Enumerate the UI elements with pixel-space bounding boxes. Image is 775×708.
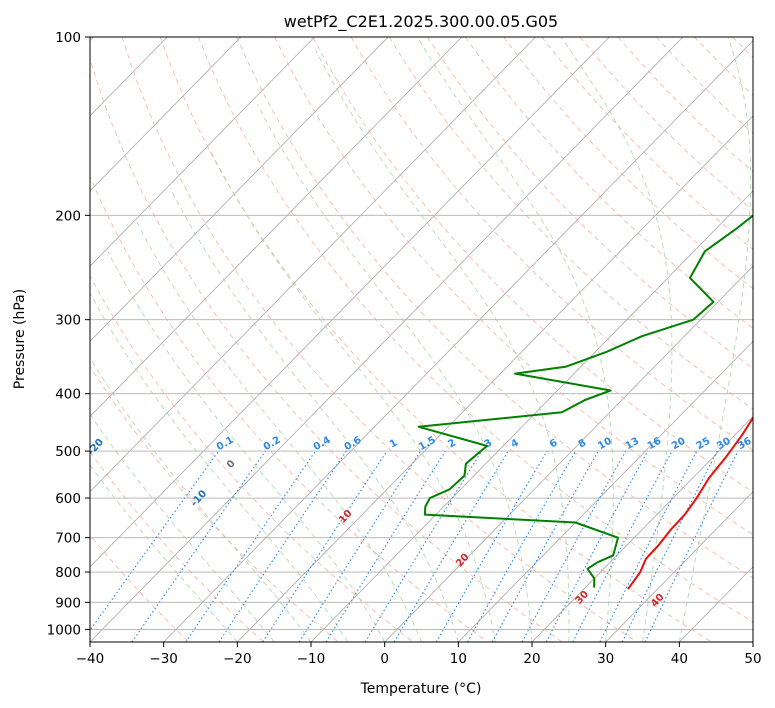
x-tick-label: −10 [297, 651, 326, 667]
mixing-ratio-line [218, 450, 347, 642]
moist-adiabat-line [169, 187, 459, 642]
moist-adiabat-line [90, 413, 275, 642]
isotherm-line [90, 37, 389, 342]
x-tick-label: 0 [380, 651, 389, 667]
mixing-ratio-line [185, 450, 316, 642]
dry-adiabat-line [236, 37, 753, 579]
moist-adiabat-line [416, 37, 614, 642]
mixing-ratio-line [521, 450, 627, 642]
moist-adiabat-line [209, 149, 496, 642]
isotherm-line [90, 37, 610, 568]
dry-adiabat-line [121, 37, 638, 642]
moist-adiabat-line [107, 251, 386, 642]
pressure-gridlines [90, 37, 753, 630]
mixing-ratio-label: 6 [548, 437, 560, 450]
plot-content: -100-90-80-70-60-50-40-30-20-10010203040… [90, 37, 753, 642]
mixing-ratio-label: 8 [577, 437, 589, 450]
sounding-profiles [417, 214, 753, 590]
y-tick-label: 800 [55, 565, 81, 581]
isotherm-line [531, 415, 753, 642]
mixing-ratio-line [491, 450, 599, 642]
dry-adiabat-line [274, 37, 753, 536]
mixing-ratio-line [545, 450, 649, 642]
x-axis: −40 −30 −20 −10 0 10 20 30 40 50 [76, 642, 762, 667]
moist-adiabat-line [678, 37, 752, 642]
x-tick-label: 10 [450, 651, 467, 667]
dry-adiabat-line [312, 37, 753, 493]
plot-frame [89, 36, 754, 643]
isotherm-line [384, 265, 753, 642]
mixing-ratio-line [131, 450, 266, 642]
x-axis-label: Temperature (°C) [360, 681, 482, 697]
moist-adiabat-line [315, 49, 570, 642]
y-tick-label: 200 [55, 208, 81, 224]
y-tick-label: 300 [55, 313, 81, 329]
dewpoint-profile [417, 214, 753, 588]
mixing-ratio-label: 4 [509, 437, 521, 450]
x-tick-label: −30 [149, 651, 178, 667]
mixing-ratio-line [90, 450, 220, 632]
x-tick-label: 20 [523, 651, 540, 667]
isotherm-line [90, 37, 463, 418]
x-tick-label: −40 [76, 651, 105, 667]
mixing-ratio-lines [90, 450, 739, 642]
dry-adiabat-line [503, 37, 753, 290]
isotherm-line [458, 340, 753, 642]
x-tick-label: 40 [671, 651, 688, 667]
dry-adiabat-line [388, 37, 753, 410]
dry-adiabat-line [426, 37, 753, 370]
mixing-ratio-line [599, 450, 698, 642]
moist-adiabat-line [90, 292, 349, 642]
dry-adiabat-line [159, 37, 712, 642]
mixing-ratio-line [621, 450, 718, 642]
y-axis: 100 200 300 400 500 600 700 800 900 1000 [47, 30, 90, 638]
chart-title: wetPf2_C2E1.2025.300.00.05.G05 [284, 12, 558, 32]
isotherm-line [90, 37, 242, 192]
isotherm-line [90, 37, 684, 642]
mixing-ratio-line [262, 450, 388, 642]
temperature-profile [627, 415, 753, 590]
y-axis-label: Pressure (hPa) [12, 289, 28, 389]
moist-adiabat-line [560, 37, 673, 642]
isotherm-line [90, 37, 315, 267]
y-tick-label: 500 [55, 444, 81, 460]
dry-adiabats [90, 37, 753, 642]
dry-adiabat-line [197, 37, 753, 623]
isotherm-line [90, 37, 536, 493]
mixing-ratio-label: 2 [446, 437, 458, 450]
isotherm-line [605, 491, 753, 642]
mixing-ratio-label: 3 [483, 437, 495, 450]
y-tick-label: 100 [55, 30, 81, 46]
mixing-ratio-line [364, 450, 483, 642]
moist-adiabat-line [136, 221, 422, 642]
isotherm-line [163, 40, 753, 642]
x-tick-label: 50 [744, 651, 761, 667]
y-tick-label: 900 [55, 595, 81, 611]
moist-adiabats [90, 37, 752, 642]
dry-adiabat-line [90, 274, 414, 642]
plot-area [90, 37, 753, 642]
isotherm-line [237, 115, 753, 642]
x-tick-label: −20 [223, 651, 252, 667]
moist-adiabat-line [257, 104, 533, 642]
y-tick-label: 700 [55, 531, 81, 547]
dry-adiabat-line [90, 175, 488, 642]
mixing-ratio-line [467, 450, 577, 642]
y-tick-label: 1000 [47, 622, 81, 638]
dry-adiabat-line [90, 365, 339, 642]
x-tick-label: 30 [597, 651, 614, 667]
dry-adiabat-line [90, 534, 190, 642]
y-tick-label: 600 [55, 491, 81, 507]
mixing-ratio-label: 1 [388, 437, 400, 450]
mixing-ratio-line [298, 450, 422, 642]
y-tick-label: 400 [55, 387, 81, 403]
